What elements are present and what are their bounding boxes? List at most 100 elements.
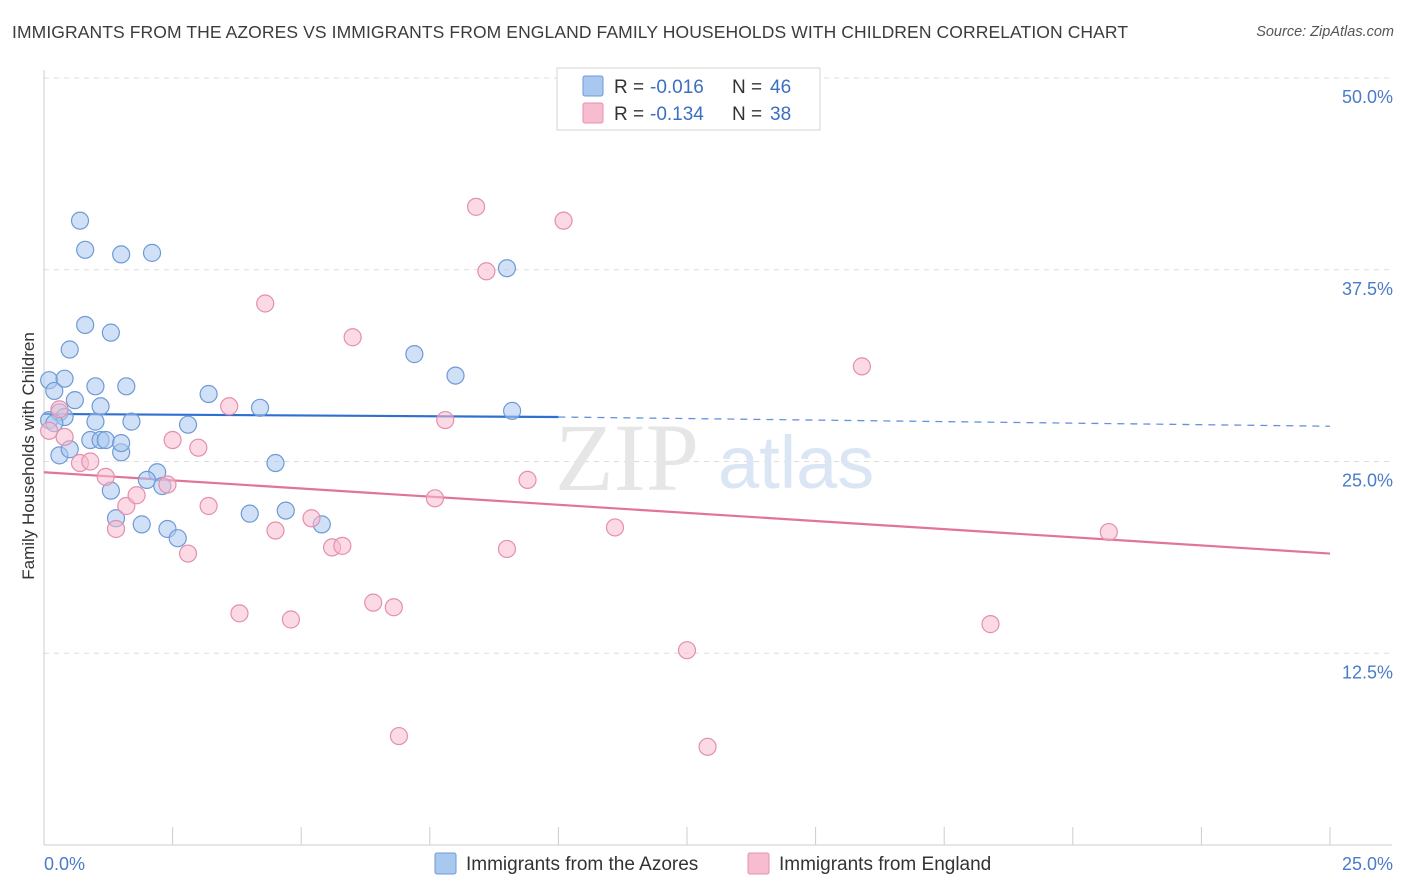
azores-point (65, 391, 84, 410)
azores-point (405, 345, 424, 364)
england-point (1099, 522, 1118, 542)
england-point (256, 294, 275, 313)
y-tick-label: 12.5% (1342, 662, 1393, 682)
azores-point (101, 323, 120, 342)
england-point (158, 475, 177, 494)
azores-point (122, 412, 141, 431)
bottom-legend-label-england: Immigrants from England (779, 854, 991, 875)
england-point (106, 519, 126, 539)
england-point (605, 518, 625, 537)
x-tick-label-max: 25.0% (1342, 854, 1393, 874)
england-point (677, 641, 697, 660)
legend-n-label-1: N = (732, 77, 762, 98)
england-point (50, 400, 69, 419)
england-point (981, 615, 1000, 634)
y-tick-label: 50.0% (1342, 87, 1393, 107)
legend-r-value-2: -0.134 (650, 104, 704, 125)
azores-point (86, 412, 105, 431)
azores-point (117, 377, 136, 396)
legend-swatch-england (582, 102, 604, 124)
england-point (96, 467, 115, 486)
england-point (81, 452, 100, 471)
england-point (436, 410, 455, 430)
england-point (425, 489, 445, 508)
legend-swatch-azores (582, 75, 604, 97)
bottom-legend-swatch-england (747, 852, 770, 875)
legend-box: R = -0.016 N = 46 R = -0.134 N = 38 (556, 67, 821, 131)
azores-point (168, 529, 187, 548)
azores-point (70, 211, 90, 230)
england-point (384, 598, 403, 617)
england-point (466, 197, 486, 216)
bottom-legend: Immigrants from the Azores Immigrants fr… (434, 852, 991, 875)
england-point (343, 328, 362, 347)
azores-point (60, 340, 79, 359)
y-tick-labels: 12.5% 25.0% 37.5% 50.0% (1342, 87, 1393, 682)
y-tick-label: 25.0% (1342, 471, 1393, 491)
azores-point (276, 501, 295, 520)
legend-r-label-1: R = (614, 77, 644, 98)
england-point (266, 521, 285, 540)
source-label: Source: ZipAtlas.com (1256, 24, 1394, 40)
x-tick-label-min: 0.0% (44, 854, 85, 874)
azores-point (45, 381, 64, 401)
chart-title: IMMIGRANTS FROM THE AZORES VS IMMIGRANTS… (12, 22, 1129, 42)
england-point (55, 427, 74, 447)
england-point (302, 509, 321, 528)
england-point (127, 486, 146, 505)
watermark-zip: ZIP (555, 404, 699, 511)
azores-point (240, 504, 259, 523)
england-point (220, 397, 239, 416)
england-point (189, 438, 208, 457)
azores-point (137, 470, 156, 490)
gridlines (44, 77, 1392, 654)
england-point (230, 604, 249, 623)
data-points (40, 197, 1118, 756)
legend-n-label-2: N = (732, 104, 762, 125)
england-point (178, 544, 198, 563)
azores-point (91, 397, 110, 416)
watermark: ZIP atlas (555, 404, 874, 511)
azores-point (112, 245, 131, 264)
england-point (554, 211, 573, 230)
x-ticks (172, 827, 1331, 845)
axes (43, 70, 1392, 846)
england-point (518, 470, 537, 490)
england-point (40, 421, 59, 440)
azores-point (112, 433, 131, 453)
bottom-legend-label-azores: Immigrants from the Azores (466, 854, 698, 875)
england-point (389, 726, 409, 746)
azores-point (503, 401, 522, 420)
watermark-atlas: atlas (718, 421, 874, 504)
azores-point (266, 453, 285, 473)
england-point (477, 262, 496, 281)
trend-line-azores (43, 412, 559, 419)
azores-point (250, 398, 270, 417)
bottom-legend-swatch-azores (434, 852, 457, 875)
azores-point (132, 515, 151, 534)
azores-point (76, 240, 95, 259)
trend-line-england (43, 471, 1331, 555)
azores-point (178, 415, 198, 434)
england-point (199, 496, 218, 516)
england-point (333, 536, 352, 555)
y-axis-title: Family Households with Children (19, 332, 38, 580)
azores-point (142, 243, 162, 262)
azores-point (199, 384, 218, 404)
legend-n-value-2: 38 (770, 104, 791, 125)
england-point (698, 737, 717, 756)
legend-r-value-1: -0.016 (650, 77, 704, 98)
trend-line-azores-extension (558, 416, 1331, 427)
y-tick-label: 37.5% (1342, 279, 1393, 299)
azores-point (96, 430, 115, 450)
legend-n-value-1: 46 (770, 77, 791, 98)
england-point (281, 610, 301, 629)
azores-point (446, 366, 465, 385)
legend-r-label-2: R = (614, 104, 644, 125)
azores-point (86, 377, 105, 396)
england-point (852, 357, 871, 376)
azores-point (76, 315, 95, 335)
england-point (163, 430, 182, 450)
england-point (364, 593, 383, 612)
